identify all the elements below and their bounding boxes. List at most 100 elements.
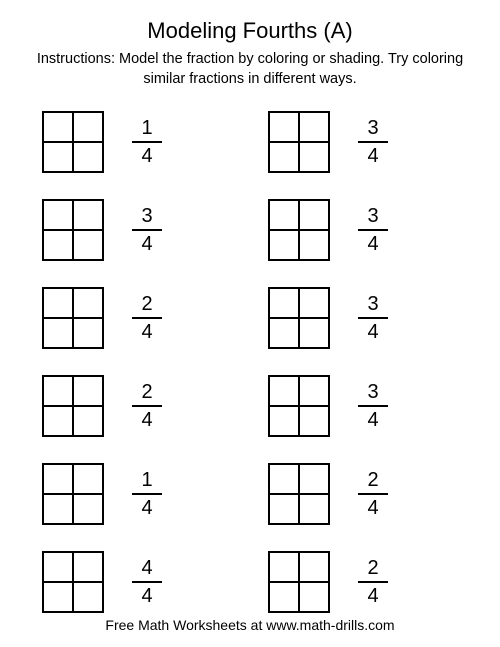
- square-cell: [299, 112, 329, 142]
- page-title: Modeling Fourths (A): [30, 18, 470, 44]
- fraction: 14: [132, 117, 162, 167]
- numerator: 2: [141, 381, 152, 403]
- fraction-bar: [358, 405, 388, 407]
- fraction: 34: [132, 205, 162, 255]
- problem: 34: [42, 199, 232, 261]
- square-cell: [269, 318, 299, 348]
- square-cell: [43, 200, 73, 230]
- square-cell: [269, 582, 299, 612]
- square-cell: [73, 142, 103, 172]
- fraction-bar: [132, 581, 162, 583]
- fraction-square: [42, 287, 104, 349]
- denominator: 4: [141, 585, 152, 607]
- fraction-square: [268, 199, 330, 261]
- square-cell: [269, 494, 299, 524]
- problem: 34: [268, 287, 458, 349]
- fraction: 34: [358, 117, 388, 167]
- problem: 24: [42, 375, 232, 437]
- square-cell: [299, 230, 329, 260]
- denominator: 4: [367, 409, 378, 431]
- square-cell: [43, 288, 73, 318]
- square-cell: [269, 288, 299, 318]
- fraction-bar: [132, 405, 162, 407]
- problem: 34: [268, 111, 458, 173]
- square-cell: [73, 494, 103, 524]
- denominator: 4: [141, 321, 152, 343]
- square-cell: [269, 112, 299, 142]
- fraction-square: [42, 375, 104, 437]
- numerator: 3: [367, 205, 378, 227]
- fraction: 14: [132, 469, 162, 519]
- problem: 34: [268, 199, 458, 261]
- problem: 24: [42, 287, 232, 349]
- square-cell: [43, 552, 73, 582]
- fraction-square: [268, 551, 330, 613]
- numerator: 2: [141, 293, 152, 315]
- square-cell: [73, 230, 103, 260]
- fraction-bar: [358, 317, 388, 319]
- numerator: 3: [141, 205, 152, 227]
- fraction: 34: [358, 381, 388, 431]
- square-cell: [73, 406, 103, 436]
- square-cell: [43, 494, 73, 524]
- square-cell: [299, 552, 329, 582]
- problem: 44: [42, 551, 232, 613]
- numerator: 4: [141, 557, 152, 579]
- fraction-square: [42, 111, 104, 173]
- square-cell: [73, 288, 103, 318]
- square-cell: [43, 318, 73, 348]
- square-cell: [299, 142, 329, 172]
- denominator: 4: [141, 409, 152, 431]
- denominator: 4: [367, 233, 378, 255]
- square-cell: [73, 376, 103, 406]
- problem: 14: [42, 463, 232, 525]
- fraction: 24: [132, 293, 162, 343]
- fraction-bar: [358, 581, 388, 583]
- square-cell: [43, 142, 73, 172]
- square-cell: [269, 406, 299, 436]
- fraction-bar: [132, 493, 162, 495]
- square-cell: [43, 230, 73, 260]
- numerator: 3: [367, 381, 378, 403]
- fraction: 24: [358, 557, 388, 607]
- square-cell: [269, 464, 299, 494]
- fraction-bar: [132, 141, 162, 143]
- fraction-square: [268, 287, 330, 349]
- square-cell: [299, 406, 329, 436]
- fraction: 44: [132, 557, 162, 607]
- square-cell: [43, 464, 73, 494]
- denominator: 4: [367, 321, 378, 343]
- square-cell: [269, 142, 299, 172]
- numerator: 3: [367, 117, 378, 139]
- denominator: 4: [141, 497, 152, 519]
- problem: 24: [268, 551, 458, 613]
- square-cell: [269, 200, 299, 230]
- square-cell: [73, 112, 103, 142]
- square-cell: [299, 318, 329, 348]
- instructions-text: Instructions: Model the fraction by colo…: [30, 50, 470, 89]
- denominator: 4: [141, 145, 152, 167]
- fraction-square: [268, 375, 330, 437]
- fraction-bar: [132, 317, 162, 319]
- footer-text: Free Math Worksheets at www.math-drills.…: [0, 617, 500, 633]
- numerator: 1: [141, 469, 152, 491]
- square-cell: [299, 200, 329, 230]
- square-cell: [269, 552, 299, 582]
- square-cell: [269, 230, 299, 260]
- denominator: 4: [367, 145, 378, 167]
- square-cell: [299, 464, 329, 494]
- numerator: 2: [367, 557, 378, 579]
- square-cell: [299, 582, 329, 612]
- fraction-square: [42, 199, 104, 261]
- fraction-bar: [358, 141, 388, 143]
- square-cell: [43, 582, 73, 612]
- square-cell: [299, 376, 329, 406]
- problem: 14: [42, 111, 232, 173]
- square-cell: [43, 376, 73, 406]
- square-cell: [299, 494, 329, 524]
- numerator: 1: [141, 117, 152, 139]
- fraction: 24: [358, 469, 388, 519]
- fraction-square: [268, 111, 330, 173]
- square-cell: [73, 582, 103, 612]
- square-cell: [43, 112, 73, 142]
